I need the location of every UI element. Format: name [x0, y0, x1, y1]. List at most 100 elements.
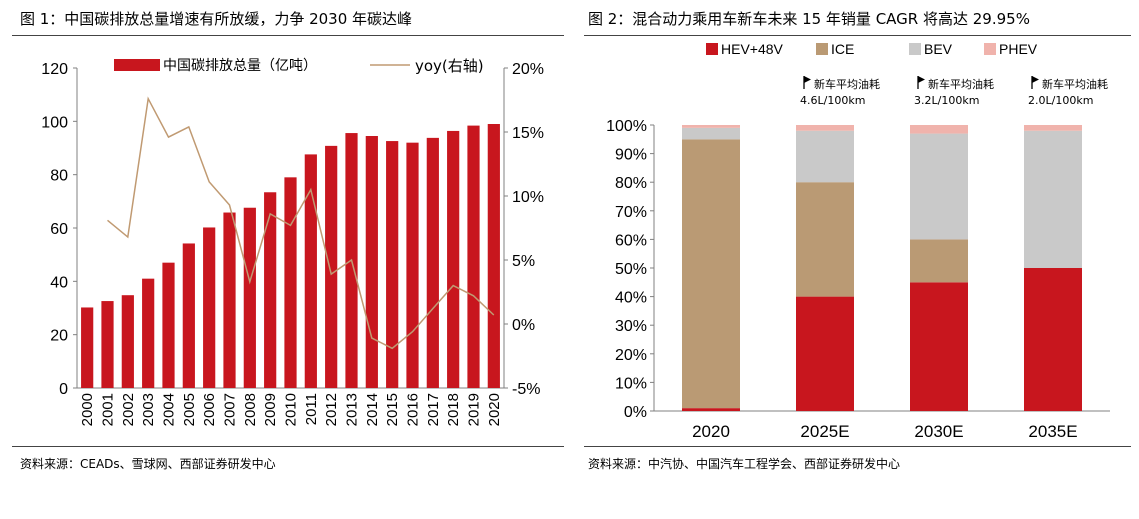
x-axis-tick-label: 2017: [425, 393, 442, 426]
annotation-value: 4.6L/100km: [800, 94, 865, 107]
emission-bar: [447, 130, 460, 388]
legend-label: ICE: [831, 41, 854, 57]
x-axis-tick-label: 2016: [405, 393, 422, 426]
y-axis-tick-label: 80%: [615, 175, 647, 192]
stacked-segment: [682, 127, 740, 140]
x-axis-tick-label: 2001: [100, 393, 117, 426]
x-axis-tick-label: 2011: [303, 393, 320, 425]
legend-swatch: [984, 43, 996, 55]
emission-bar: [284, 177, 297, 388]
x-axis-tick-label: 2015: [384, 393, 401, 426]
stacked-segment: [796, 182, 854, 297]
left-axis-tick-label: 20: [50, 328, 68, 345]
right-axis-tick-label: 0%: [512, 317, 535, 334]
x-axis-tick-label: 2013: [344, 393, 361, 426]
figure-1-title: 图 1：中国碳排放总量增速有所放缓，力争 2030 年碳达峰: [20, 10, 413, 28]
x-axis-tick-label: 2014: [364, 393, 381, 426]
emission-bar: [223, 212, 236, 388]
x-axis-tick-label: 2006: [201, 393, 218, 426]
stacked-segment: [910, 282, 968, 411]
legend-label: BEV: [924, 41, 953, 57]
left-axis-tick-label: 80: [50, 168, 68, 185]
x-axis-tick-label: 2012: [323, 393, 340, 426]
emission-bar: [162, 262, 175, 388]
x-axis-tick-label: 2002: [120, 393, 137, 426]
figure-2-source: 资料来源：中汽协、中国汽车工程学会、西部证券研发中心: [588, 457, 901, 471]
emission-bar: [304, 154, 317, 388]
emission-bar: [182, 243, 195, 388]
x-axis-tick-label: 2035E: [1028, 422, 1077, 441]
emission-bar: [386, 141, 399, 388]
figure-2-panel: 图 2：混合动力乘用车新车未来 15 年销量 CAGR 将高达 29.95% 0…: [580, 0, 1139, 519]
yoy-line: [107, 96, 495, 350]
annotation-flag-icon: [804, 76, 811, 83]
emission-bar: [203, 227, 216, 388]
stacked-segment: [682, 125, 740, 128]
x-axis-tick-label: 2003: [140, 393, 157, 426]
figure-2-title: 图 2：混合动力乘用车新车未来 15 年销量 CAGR 将高达 29.95%: [588, 10, 1030, 28]
legend-label-emissions: 中国碳排放总量（亿吨）: [163, 58, 317, 74]
emission-bar: [426, 137, 439, 388]
legend-swatch: [706, 43, 718, 55]
legend-label: PHEV: [999, 41, 1038, 57]
stacked-segment: [1024, 125, 1082, 131]
figure-1-bottom-rule: [12, 446, 564, 447]
y-axis-tick-label: 90%: [615, 147, 647, 164]
stacked-segment: [682, 139, 740, 409]
annotation-label: 新车平均油耗: [928, 77, 994, 91]
legend-label-yoy: yoy(右轴): [415, 57, 484, 75]
y-axis-tick-label: 50%: [615, 261, 647, 278]
legend-swatch-emissions: [114, 59, 160, 71]
right-axis-tick-label: 15%: [512, 125, 544, 142]
legend-swatch: [909, 43, 921, 55]
stacked-segment: [910, 125, 968, 134]
right-axis-tick-label: 10%: [512, 189, 544, 206]
emission-bar: [142, 278, 155, 388]
stacked-segment: [1024, 268, 1082, 411]
stacked-segment: [910, 239, 968, 283]
emission-bar: [264, 192, 277, 388]
x-axis-tick-label: 2005: [181, 393, 198, 426]
y-axis-tick-label: 70%: [615, 204, 647, 221]
x-axis-tick-label: 2019: [466, 393, 483, 426]
left-axis-tick-label: 120: [41, 61, 68, 78]
annotation-label: 新车平均油耗: [814, 77, 880, 91]
emission-bar: [121, 295, 134, 388]
emission-bar: [487, 124, 500, 388]
annotation-flag-icon: [918, 76, 925, 83]
annotation-label: 新车平均油耗: [1042, 77, 1108, 91]
figure-2-top-rule: [584, 35, 1131, 36]
x-axis-tick-label: 2009: [262, 393, 279, 426]
y-axis-tick-label: 30%: [615, 318, 647, 335]
emission-bar: [467, 125, 480, 388]
x-axis-tick-label: 2008: [242, 393, 259, 426]
x-axis-tick-label: 2030E: [914, 422, 963, 441]
stacked-segment: [796, 125, 854, 131]
x-axis-tick-label: 2020: [692, 422, 730, 441]
annotation-value: 3.2L/100km: [914, 94, 979, 107]
figure-1-source: 资料来源：CEADs、雪球网、西部证券研发中心: [20, 457, 276, 471]
right-axis-tick-label: 5%: [512, 253, 535, 270]
y-axis-tick-label: 40%: [615, 290, 647, 307]
y-axis-tick-label: 10%: [615, 375, 647, 392]
emission-bar: [243, 207, 256, 388]
legend-swatch: [816, 43, 828, 55]
figure-1-top-rule: [12, 35, 564, 36]
x-axis-tick-label: 2000: [79, 393, 96, 426]
right-axis-tick-label: 20%: [512, 61, 544, 78]
y-axis-tick-label: 100%: [606, 118, 647, 135]
stacked-segment: [796, 130, 854, 183]
emission-bar: [81, 307, 94, 388]
y-axis-tick-label: 60%: [615, 232, 647, 249]
left-axis-tick-label: 60: [50, 221, 68, 238]
right-axis-tick-label: -5%: [512, 381, 540, 398]
left-axis-tick-label: 0: [59, 381, 68, 398]
x-axis-tick-label: 2025E: [800, 422, 849, 441]
powertrain-mix-chart: 0% 10% 20% 30% 40% 50% 60% 70% 80% 90% 100% 2020 202…: [606, 41, 1110, 441]
figure-1-panel: 图 1：中国碳排放总量增速有所放缓，力争 2030 年碳达峰 0 20 40 60 80…: [12, 10, 564, 471]
x-axis-tick-label: 2010: [283, 393, 300, 426]
stacked-segment: [1024, 130, 1082, 268]
x-axis-tick-label: 2004: [161, 393, 178, 426]
y-axis-tick-label: 0%: [624, 404, 647, 421]
emission-bar: [325, 145, 338, 388]
